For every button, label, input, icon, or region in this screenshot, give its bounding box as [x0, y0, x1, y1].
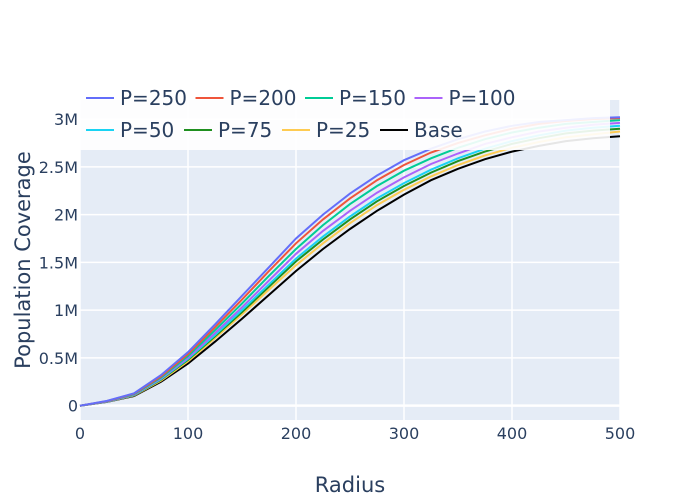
legend-label: P=75 [218, 118, 272, 142]
legend-item-p-150[interactable]: P=150 [305, 86, 406, 110]
x-axis-title: Radius [315, 473, 385, 497]
legend-item-p-50[interactable]: P=50 [86, 118, 174, 142]
legend-item-p-25[interactable]: P=25 [282, 118, 370, 142]
x-tick-label: 500 [605, 424, 636, 443]
legend-label: P=50 [120, 118, 174, 142]
x-tick-label: 300 [389, 424, 420, 443]
legend-item-p-75[interactable]: P=75 [184, 118, 272, 142]
legend-item-p-100[interactable]: P=100 [414, 86, 516, 110]
legend-label: P=150 [339, 86, 406, 110]
y-axis-ticks: 0 0.5M 1M 1.5M 2M 2.5M 3M [39, 110, 78, 416]
y-axis-title: Population Coverage [11, 151, 35, 369]
x-tick-label: 200 [281, 424, 312, 443]
y-tick-label: 2.5M [39, 158, 78, 177]
legend-item-p-200[interactable]: P=200 [195, 86, 297, 110]
x-tick-label: 400 [497, 424, 528, 443]
y-tick-label: 1M [54, 301, 78, 320]
x-tick-label: 0 [75, 424, 85, 443]
grid [79, 100, 621, 420]
x-tick-label: 100 [173, 424, 204, 443]
legend-label: P=25 [316, 118, 370, 142]
x-axis-ticks: 0 100 200 300 400 500 [75, 424, 635, 443]
legend-label: P=200 [230, 86, 297, 110]
legend-label: Base [414, 118, 463, 142]
legend-label: P=250 [120, 86, 187, 110]
legend[interactable]: P=250 P=200 P=150 P=100 P=50 P=75 P=25 Base [80, 83, 610, 150]
y-tick-label: 2M [54, 206, 78, 225]
legend-label: P=100 [449, 86, 516, 110]
legend-background [80, 83, 610, 150]
legend-item-p-250[interactable]: P=250 [86, 86, 187, 110]
legend-item-base[interactable]: Base [380, 118, 463, 142]
y-tick-label: 3M [54, 110, 78, 129]
y-tick-label: 0.5M [39, 349, 78, 368]
y-tick-label: 1.5M [39, 253, 78, 272]
y-tick-label: 0 [68, 397, 78, 416]
